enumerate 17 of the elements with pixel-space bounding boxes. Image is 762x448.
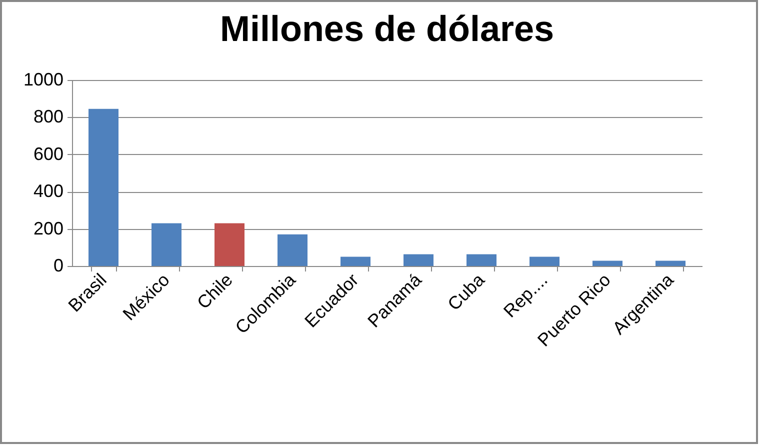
chart-title: Millones de dólares bbox=[220, 8, 554, 49]
y-tick-label: 200 bbox=[33, 218, 64, 238]
bar bbox=[340, 256, 370, 266]
bar bbox=[88, 108, 118, 266]
bar bbox=[214, 223, 244, 266]
y-tick-label: 800 bbox=[33, 106, 64, 127]
bar bbox=[656, 260, 686, 266]
y-tick-label: 400 bbox=[33, 181, 64, 202]
y-tick-label: 1000 bbox=[23, 70, 64, 90]
y-tick-label: 600 bbox=[33, 144, 64, 164]
bar bbox=[592, 260, 622, 266]
bar bbox=[278, 234, 308, 266]
bar bbox=[530, 256, 560, 266]
bar bbox=[404, 254, 434, 266]
y-tick-label: 0 bbox=[53, 256, 64, 276]
bar bbox=[466, 254, 496, 266]
bar bbox=[152, 223, 182, 266]
